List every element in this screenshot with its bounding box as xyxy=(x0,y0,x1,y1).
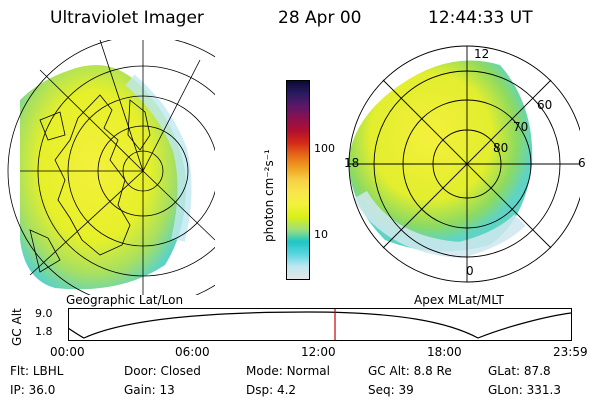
timeline-xtick-4: 23:59 xyxy=(553,345,588,359)
status-ip: IP: 36.0 xyxy=(10,383,56,397)
colorbar-tick-100: 100 xyxy=(314,142,335,155)
timeline-ytick-min: 1.8 xyxy=(35,325,53,338)
status-glon: GLon: 331.3 xyxy=(488,383,561,397)
polar-map-label: Apex MLat/MLT xyxy=(414,293,504,307)
lat-label-80: 80 xyxy=(493,141,509,155)
timeline-xtick-1: 06:00 xyxy=(175,345,210,359)
status-door: Door: Closed xyxy=(124,364,201,378)
lat-label-60: 60 xyxy=(537,98,553,112)
status-gain: Gain: 13 xyxy=(124,383,175,397)
mlt-label-midnight: 0 xyxy=(466,264,474,278)
colorbar-tick-10: 10 xyxy=(314,228,328,241)
status-mode: Mode: Normal xyxy=(246,364,330,378)
polar-mlt-map xyxy=(348,45,580,283)
colorbar xyxy=(286,80,310,280)
status-dsp: Dsp: 4.2 xyxy=(246,383,297,397)
status-gc-alt: GC Alt: 8.8 Re xyxy=(368,364,452,378)
timeline-y-label: GC Alt xyxy=(10,308,24,346)
timeline-xtick-0: 00:00 xyxy=(50,345,85,359)
timeline-xtick-3: 18:00 xyxy=(427,345,462,359)
altitude-curve xyxy=(68,311,572,339)
mlt-label-dusk: 18 xyxy=(344,156,360,170)
mlt-label-noon: 12 xyxy=(474,47,490,61)
lat-label-70: 70 xyxy=(513,120,529,134)
timeline-plot xyxy=(68,308,572,341)
status-seq: Seq: 39 xyxy=(368,383,414,397)
timeline-xtick-2: 12:00 xyxy=(301,345,336,359)
aurora-image xyxy=(20,65,186,290)
observation-time: 12:44:33 UT xyxy=(428,8,533,28)
aurora-oval xyxy=(348,60,533,252)
colorbar-unit-label: photon cm⁻²s⁻¹ xyxy=(262,149,276,242)
geographic-map xyxy=(7,40,215,295)
mlt-label-dawn: 6 xyxy=(578,156,586,170)
geographic-map-label: Geographic Lat/Lon xyxy=(66,293,184,307)
status-glat: GLat: 87.8 xyxy=(488,364,551,378)
app-title: Ultraviolet Imager xyxy=(50,8,204,28)
observation-date: 28 Apr 00 xyxy=(278,8,362,28)
status-flt: Flt: LBHL xyxy=(10,364,64,378)
timeline-ytick-max: 9.0 xyxy=(35,307,53,320)
